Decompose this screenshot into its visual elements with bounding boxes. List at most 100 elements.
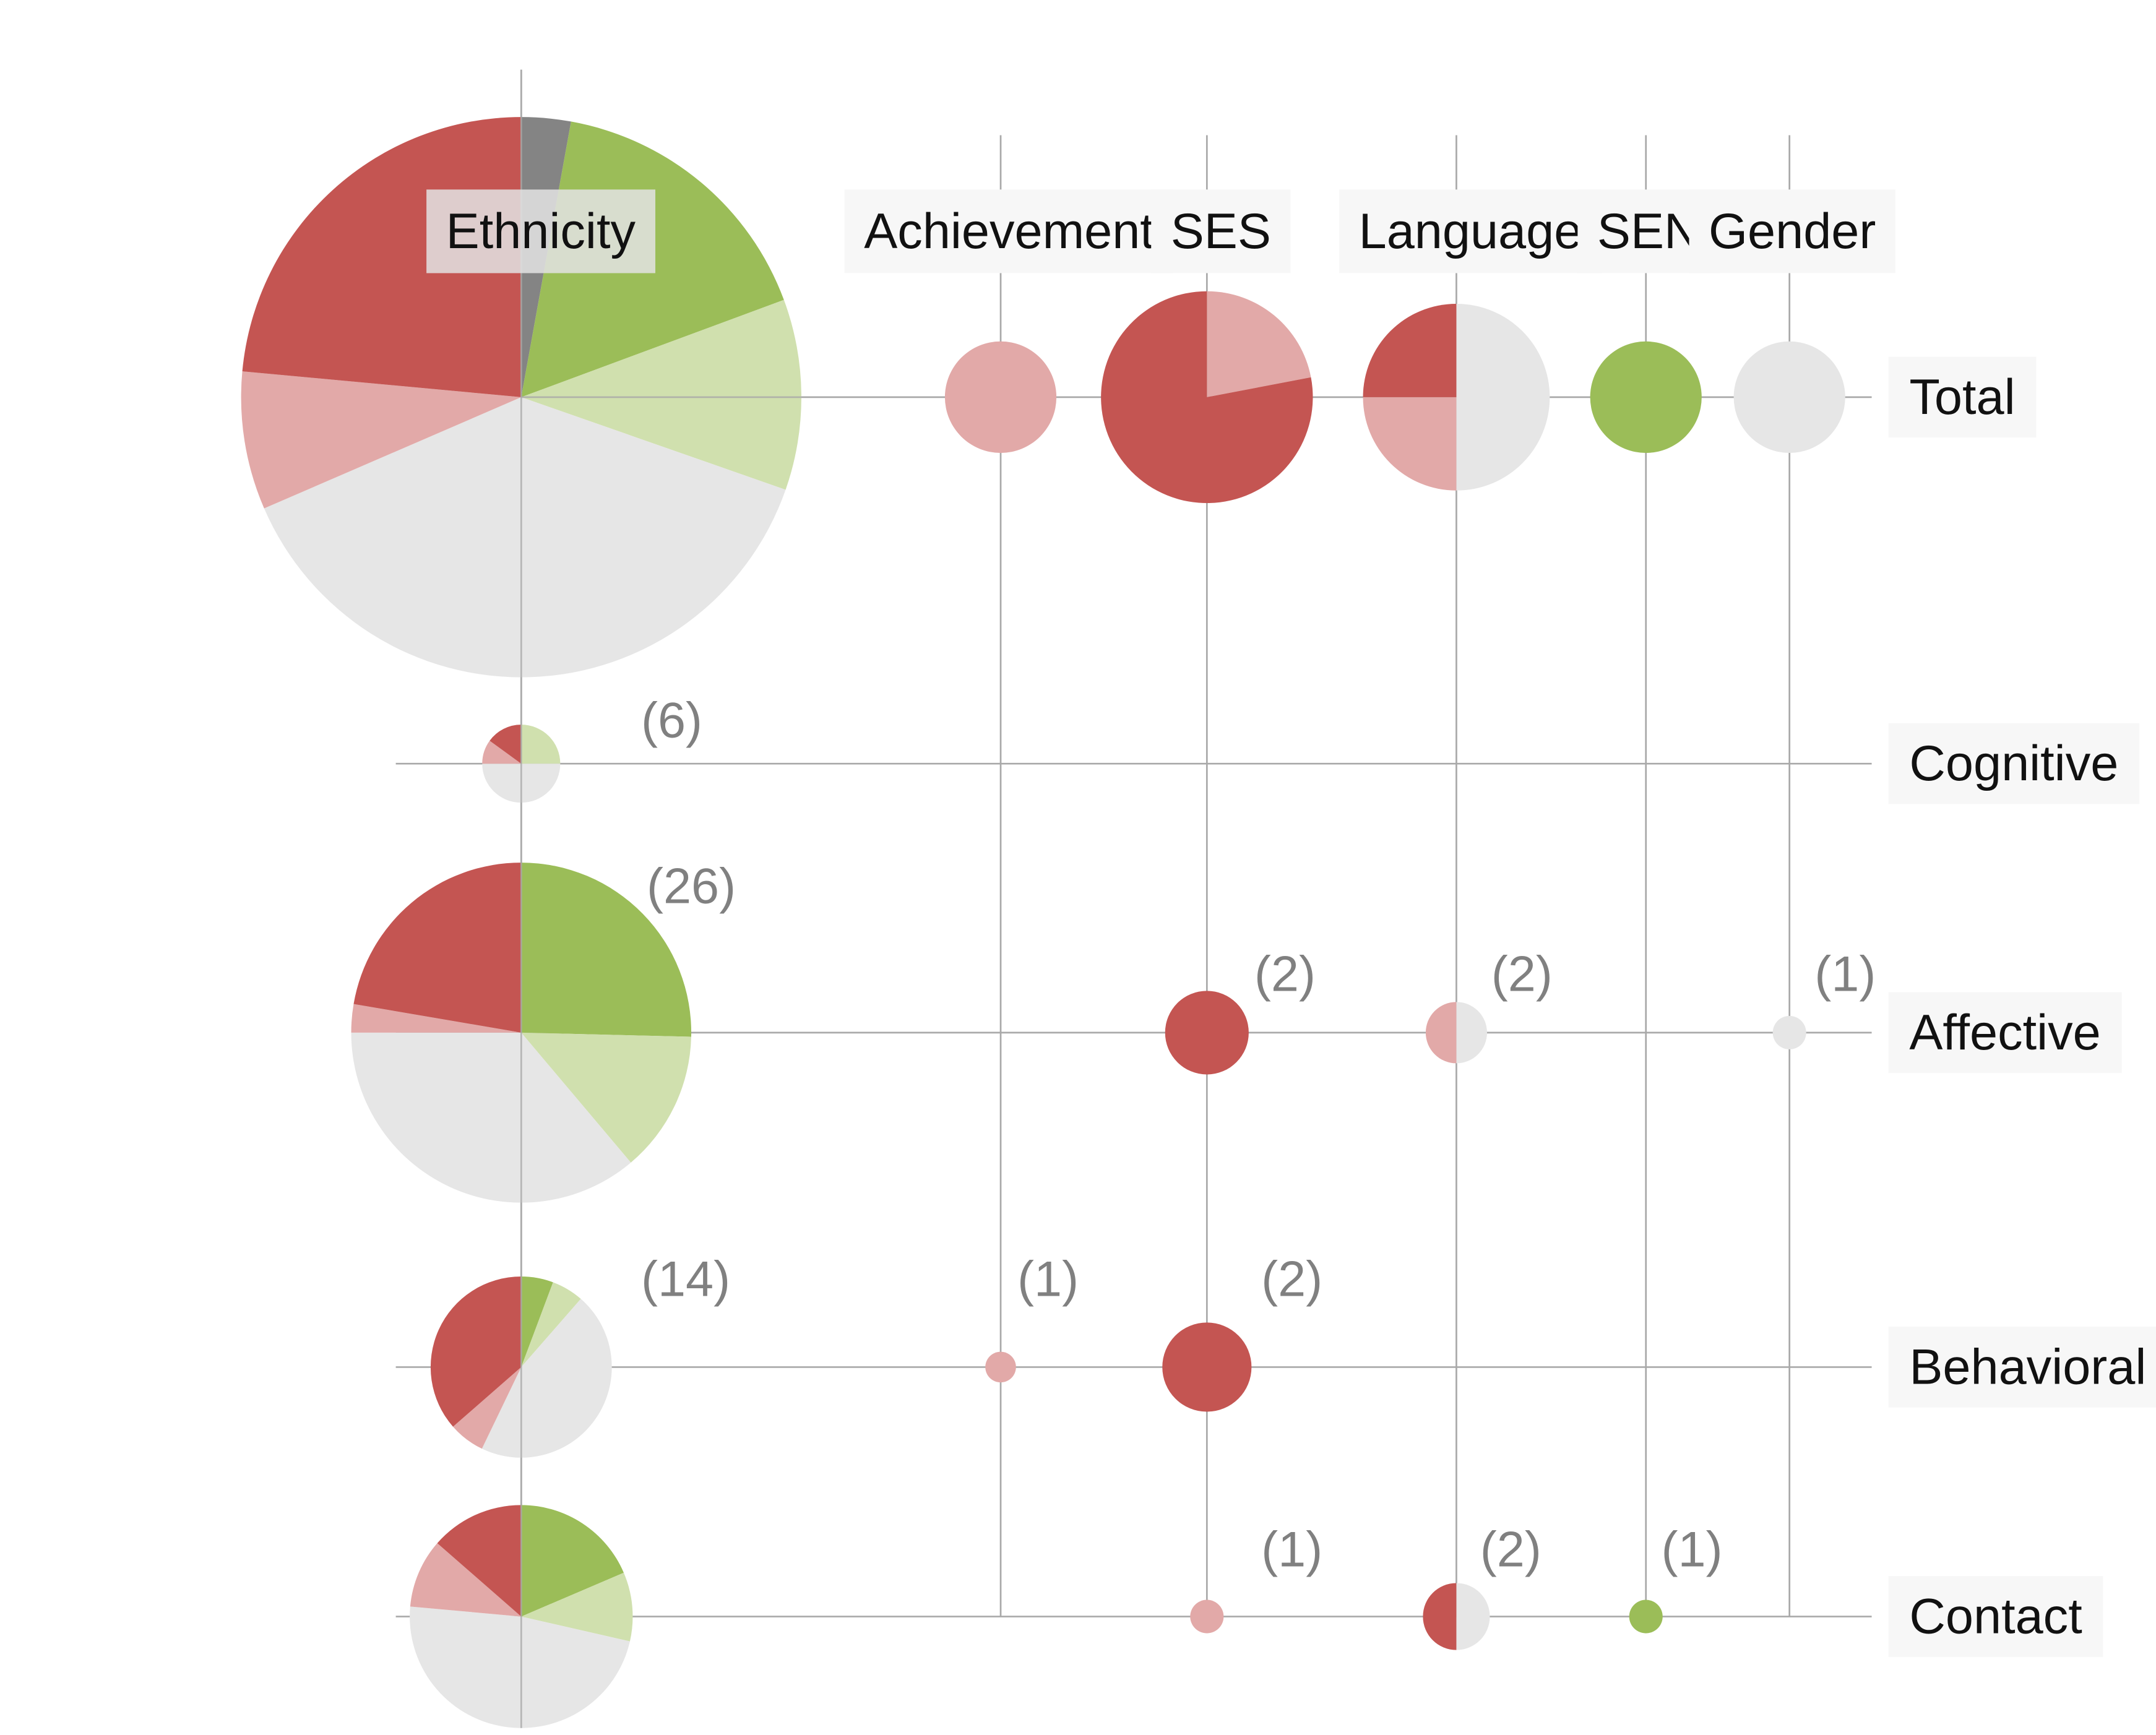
pie-slice-light-red xyxy=(410,1543,522,1617)
pie-slice-gray xyxy=(410,1606,630,1728)
column-label-text: Gender xyxy=(1709,204,1876,259)
pie-total-gender xyxy=(1733,341,1845,453)
pie-contact-sen xyxy=(1629,1599,1663,1634)
count-label-behavioral-achievement: (1) xyxy=(1017,1252,1079,1307)
row-label-background xyxy=(1888,1327,2156,1408)
row-label-background xyxy=(1888,992,2122,1074)
pie-cells xyxy=(241,69,1845,1728)
pie-total-language xyxy=(1363,303,1550,491)
axis-labels: Ethnicity Achievement SES Language SEN Gender… xyxy=(426,189,2156,1657)
pie-slice-green xyxy=(521,1505,624,1617)
pie-slice-gray xyxy=(481,1299,612,1458)
pie-slice-gray xyxy=(1772,1015,1806,1049)
pie-slice-red xyxy=(353,863,522,1033)
pie-contact-ses xyxy=(1190,1599,1224,1634)
pie-slice-gray xyxy=(1456,1002,1487,1064)
pie-slice-light-red xyxy=(944,341,1057,453)
row-label-cognitive: Cognitive xyxy=(1888,723,2140,804)
pie-total-ses xyxy=(1101,291,1313,504)
pie-affective-ethnicity xyxy=(351,863,692,1203)
column-label-ethnicity: Ethnicity xyxy=(426,189,655,273)
pie-slice-gray xyxy=(1733,341,1845,453)
pie-slice-light-red xyxy=(1190,1599,1224,1634)
pie-slice-red xyxy=(489,725,522,764)
pie-behavioral-achievement xyxy=(985,1351,1016,1383)
count-label-affective-ses: (2) xyxy=(1254,946,1316,1002)
count-label-contact-sen: (1) xyxy=(1662,1522,1723,1577)
count-labels: (6) (26) (2) (2) (1) (14) (1) (2) (1) (2) (1) xyxy=(641,692,1876,1577)
row-label-text: Affective xyxy=(1909,1005,2100,1061)
pie-slice-light-red xyxy=(241,371,522,509)
pie-slice-light-red xyxy=(351,1004,522,1033)
column-label-ses: SES xyxy=(1151,189,1291,273)
column-label-background xyxy=(1151,189,1291,273)
count-label-behavioral-ses: (2) xyxy=(1261,1252,1322,1307)
pie-contact-ethnicity xyxy=(410,1505,633,1728)
count-label-affective-gender: (1) xyxy=(1814,946,1876,1002)
pie-slice-red xyxy=(1165,991,1249,1075)
column-label-background xyxy=(1689,189,1895,273)
row-label-text: Total xyxy=(1909,369,2015,425)
pie-slice-light-red xyxy=(482,741,522,764)
pie-slice-red xyxy=(1162,1322,1252,1412)
column-label-background xyxy=(844,189,1174,273)
pie-slice-gray xyxy=(1456,1583,1490,1650)
pie-slice-red xyxy=(1363,303,1457,397)
pie-affective-ses xyxy=(1165,991,1249,1075)
column-label-background xyxy=(1339,189,1602,273)
count-label-cognitive-ethnicity: (6) xyxy=(641,692,702,748)
pie-total-sen xyxy=(1590,341,1702,453)
row-label-background xyxy=(1888,356,2037,438)
row-label-affective: Affective xyxy=(1888,992,2122,1074)
pie-behavioral-ethnicity xyxy=(430,1276,612,1458)
pie-slice-light-green xyxy=(521,1282,581,1367)
row-label-background xyxy=(1888,723,2140,804)
pie-slice-light-red xyxy=(1425,1002,1457,1064)
pie-slice-light-red xyxy=(1363,397,1457,491)
row-label-text: Behavioral xyxy=(1909,1339,2146,1395)
column-label-text: SEN xyxy=(1597,204,1701,259)
row-label-behavioral: Behavioral xyxy=(1888,1327,2156,1408)
pie-slice-light-red xyxy=(453,1367,522,1449)
count-label-affective-ethnicity: (26) xyxy=(647,858,736,914)
column-label-text: Language xyxy=(1359,204,1582,259)
row-label-contact: Contact xyxy=(1888,1576,2103,1657)
pie-slice-light-green xyxy=(521,1032,691,1163)
count-label-behavioral-ethnicity: (14) xyxy=(641,1252,730,1307)
pie-slice-light-green xyxy=(521,1572,633,1642)
pie-slice-red xyxy=(1423,1583,1457,1650)
pie-affective-language xyxy=(1425,1002,1487,1064)
row-label-total: Total xyxy=(1888,356,2037,438)
count-label-affective-language: (2) xyxy=(1491,946,1553,1002)
pie-slice-green xyxy=(1629,1599,1663,1634)
pie-slice-gray xyxy=(264,397,786,678)
pie-slice-light-red xyxy=(985,1351,1016,1383)
column-label-text: SES xyxy=(1171,204,1271,259)
pie-slice-gray xyxy=(351,1032,631,1203)
pie-slice-light-red xyxy=(1207,291,1311,397)
pie-contact-language xyxy=(1423,1583,1490,1650)
row-label-background xyxy=(1888,1576,2103,1657)
pie-behavioral-ses xyxy=(1162,1322,1252,1412)
column-label-text: Achievement xyxy=(864,204,1154,259)
pie-slice-red xyxy=(1101,291,1313,504)
pie-slice-gray xyxy=(1456,303,1550,491)
row-label-text: Cognitive xyxy=(1909,736,2118,791)
pie-slice-red xyxy=(430,1276,522,1427)
pie-slice-light-green xyxy=(521,725,561,764)
count-label-contact-ses: (1) xyxy=(1261,1522,1322,1577)
pie-slice-red xyxy=(242,117,522,397)
count-label-contact-language: (2) xyxy=(1480,1522,1542,1577)
column-label-gender: Gender xyxy=(1689,189,1895,273)
column-label-language: Language xyxy=(1339,189,1602,273)
column-label-text: Ethnicity xyxy=(446,204,636,259)
column-label-achievement: Achievement xyxy=(844,189,1174,273)
pie-slice-light-green xyxy=(521,299,801,490)
pie-slice-green xyxy=(521,863,692,1037)
row-label-text: Contact xyxy=(1909,1589,2082,1645)
pie-slice-red xyxy=(437,1505,522,1617)
pie-total-achievement xyxy=(944,341,1057,453)
column-label-background xyxy=(426,189,655,273)
pie-slice-green xyxy=(521,1276,553,1367)
